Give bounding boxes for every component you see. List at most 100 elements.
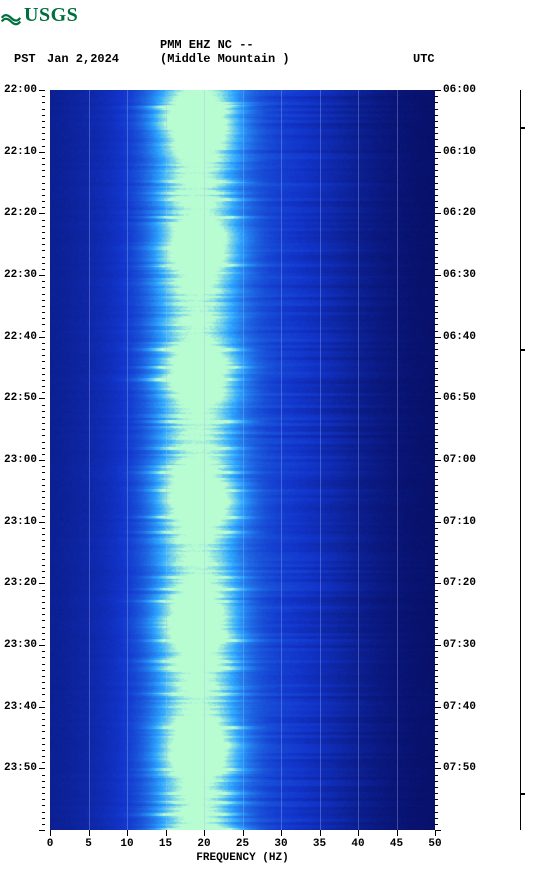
right-minor-tick: [435, 164, 438, 165]
left-minor-tick: [42, 503, 45, 504]
colorbar-tick: [520, 793, 525, 795]
right-major-tick: [435, 645, 441, 646]
x-tick-label: 10: [120, 838, 133, 850]
right-minor-tick: [435, 731, 438, 732]
left-minor-tick: [42, 812, 45, 813]
wave-icon: [0, 5, 22, 27]
right-minor-tick: [435, 183, 438, 184]
right-time-label: 07:20: [443, 577, 476, 589]
left-minor-tick: [42, 368, 45, 369]
x-tick-label: 5: [85, 838, 92, 850]
right-minor-tick: [435, 429, 438, 430]
gridline: [358, 90, 359, 830]
right-minor-tick: [435, 109, 438, 110]
right-minor-tick: [435, 294, 438, 295]
right-minor-tick: [435, 127, 438, 128]
left-major-tick: [39, 398, 45, 399]
left-minor-tick: [42, 257, 45, 258]
right-minor-tick: [435, 115, 438, 116]
left-minor-tick: [42, 300, 45, 301]
right-minor-tick: [435, 392, 438, 393]
left-minor-tick: [42, 670, 45, 671]
right-minor-tick: [435, 466, 438, 467]
right-minor-tick: [435, 528, 438, 529]
right-major-tick: [435, 337, 441, 338]
left-minor-tick: [42, 411, 45, 412]
right-minor-tick: [435, 306, 438, 307]
x-tick-label: 35: [313, 838, 326, 850]
right-minor-tick: [435, 497, 438, 498]
right-minor-tick: [435, 170, 438, 171]
right-minor-tick: [435, 96, 438, 97]
left-minor-tick: [42, 639, 45, 640]
left-minor-tick: [42, 331, 45, 332]
left-minor-tick: [42, 620, 45, 621]
right-minor-tick: [435, 805, 438, 806]
left-minor-tick: [42, 102, 45, 103]
right-minor-tick: [435, 121, 438, 122]
right-minor-tick: [435, 670, 438, 671]
right-time-label: 06:10: [443, 146, 476, 158]
right-time-label: 07:30: [443, 639, 476, 651]
left-minor-tick: [42, 559, 45, 560]
right-minor-tick: [435, 614, 438, 615]
left-minor-tick: [42, 731, 45, 732]
right-minor-tick: [435, 435, 438, 436]
right-minor-tick: [435, 590, 438, 591]
left-minor-tick: [42, 651, 45, 652]
right-minor-tick: [435, 534, 438, 535]
right-minor-tick: [435, 719, 438, 720]
left-time-label: 22:40: [4, 331, 37, 343]
right-minor-tick: [435, 380, 438, 381]
left-time-label: 23:00: [4, 454, 37, 466]
right-minor-tick: [435, 220, 438, 221]
left-minor-tick: [42, 787, 45, 788]
right-minor-tick: [435, 232, 438, 233]
left-minor-tick: [42, 472, 45, 473]
left-minor-tick: [42, 793, 45, 794]
x-tick: [281, 830, 282, 836]
left-major-tick: [39, 645, 45, 646]
spectrogram-plot: [50, 90, 435, 830]
x-tick: [397, 830, 398, 836]
left-minor-tick: [42, 799, 45, 800]
left-minor-tick: [42, 442, 45, 443]
right-minor-tick: [435, 744, 438, 745]
right-minor-tick: [435, 349, 438, 350]
right-minor-tick: [435, 133, 438, 134]
right-minor-tick: [435, 725, 438, 726]
right-minor-tick: [435, 257, 438, 258]
x-tick: [358, 830, 359, 836]
right-minor-tick: [435, 189, 438, 190]
x-tick-label: 50: [428, 838, 441, 850]
right-minor-tick: [435, 269, 438, 270]
left-major-tick: [39, 830, 45, 831]
left-minor-tick: [42, 738, 45, 739]
left-major-tick: [39, 460, 45, 461]
right-minor-tick: [435, 682, 438, 683]
right-minor-tick: [435, 559, 438, 560]
left-minor-tick: [42, 263, 45, 264]
x-tick: [320, 830, 321, 836]
right-minor-tick: [435, 694, 438, 695]
left-minor-tick: [42, 750, 45, 751]
left-time-label: 22:30: [4, 269, 37, 281]
left-time-label: 22:50: [4, 392, 37, 404]
right-minor-tick: [435, 226, 438, 227]
left-minor-tick: [42, 324, 45, 325]
x-tick: [243, 830, 244, 836]
right-minor-tick: [435, 158, 438, 159]
left-time-label: 23:10: [4, 516, 37, 528]
right-minor-tick: [435, 442, 438, 443]
left-minor-tick: [42, 701, 45, 702]
left-minor-tick: [42, 207, 45, 208]
usgs-logo: USGS: [0, 4, 78, 27]
left-major-tick: [39, 522, 45, 523]
right-minor-tick: [435, 472, 438, 473]
gridline: [127, 90, 128, 830]
left-time-label: 22:10: [4, 146, 37, 158]
right-time-label: 06:40: [443, 331, 476, 343]
right-minor-tick: [435, 250, 438, 251]
left-minor-tick: [42, 96, 45, 97]
right-minor-tick: [435, 287, 438, 288]
